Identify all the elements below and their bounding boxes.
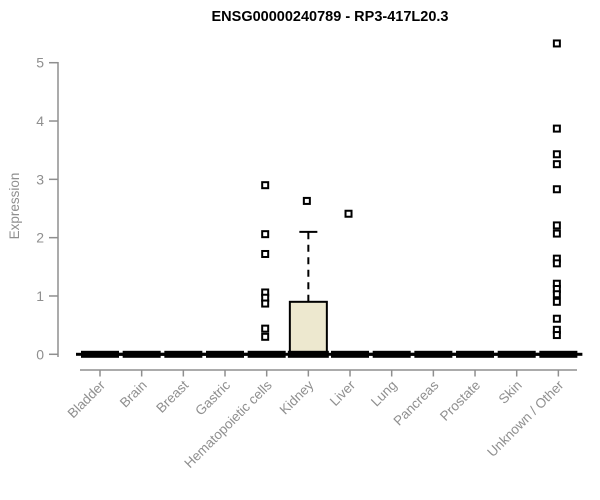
flat-box-bar xyxy=(331,350,370,358)
box xyxy=(288,300,328,356)
x-category-label: Pancreas xyxy=(391,377,442,428)
x-category-label: Prostate xyxy=(437,378,483,424)
outlier-point xyxy=(552,185,561,194)
flat-box-bar xyxy=(539,350,578,358)
flat-box-bar xyxy=(372,350,411,358)
flat-box-bar xyxy=(206,350,245,358)
outlier-point xyxy=(261,230,270,239)
flat-box-bar xyxy=(122,350,161,358)
outlier-point xyxy=(261,332,270,341)
x-category-label: Skin xyxy=(496,378,525,407)
x-category-label: Gastric xyxy=(192,377,233,418)
x-category-label: Bladder xyxy=(65,377,109,421)
outlier-point xyxy=(552,124,561,133)
outlier-point xyxy=(552,39,561,48)
outlier-point xyxy=(552,297,561,306)
outlier-point xyxy=(261,324,270,333)
flat-box-bar xyxy=(164,350,203,358)
x-category-label: Kidney xyxy=(277,377,317,417)
outlier-point xyxy=(552,160,561,169)
outlier-point xyxy=(261,249,270,258)
x-category-label: Breast xyxy=(153,377,191,415)
x-category-label: Liver xyxy=(327,377,359,409)
y-tick-label: 2 xyxy=(36,230,44,246)
outlier-point xyxy=(552,331,561,340)
chart-title: ENSG00000240789 - RP3-417L20.3 xyxy=(211,9,449,25)
outlier-point xyxy=(261,299,270,308)
outlier-point xyxy=(552,259,561,268)
y-tick-label: 1 xyxy=(36,288,44,304)
outlier-point xyxy=(344,209,353,218)
outlier-point xyxy=(261,181,270,190)
x-category-label: Brain xyxy=(117,378,150,411)
outlier-point xyxy=(552,221,561,230)
outlier-point xyxy=(302,196,311,205)
flat-box-bar xyxy=(81,350,119,358)
x-category-label: Unknown / Other xyxy=(484,377,567,460)
outlier-point xyxy=(552,290,561,299)
flat-box-bar xyxy=(497,350,536,358)
outlier-point xyxy=(552,314,561,323)
y-tick-label: 4 xyxy=(36,113,44,129)
x-category-label: Lung xyxy=(368,378,400,410)
flat-box-bar xyxy=(247,350,286,358)
y-tick-label: 0 xyxy=(36,346,44,362)
outlier-point xyxy=(552,229,561,238)
flat-box-bar xyxy=(456,350,495,358)
median-bar xyxy=(287,350,329,358)
flat-box-bar xyxy=(414,350,453,358)
outlier-point xyxy=(552,150,561,159)
y-tick-label: 5 xyxy=(36,55,44,71)
y-tick-label: 3 xyxy=(36,171,44,187)
